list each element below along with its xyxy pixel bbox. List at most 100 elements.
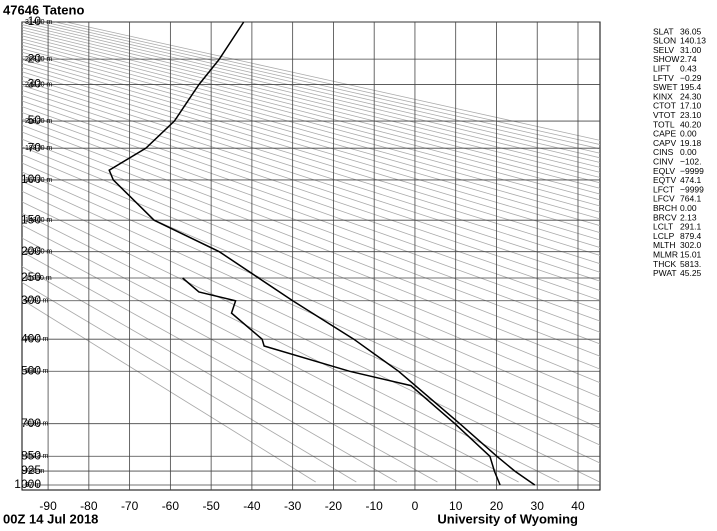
index-name: EQLV [653,166,675,176]
dry-adiabat [22,59,600,227]
height-label: 5910 m [25,368,49,375]
index-value: 195.4 [680,82,702,92]
index-value: 0.43 [680,63,697,73]
index-name: LFCT [653,184,674,194]
index-name: LIFT [653,63,670,73]
index-value: −0.29 [680,73,702,83]
height-label: 12550 m [25,249,52,256]
x-tick-label: 0 [412,499,419,513]
x-tick-label: -70 [121,499,139,513]
height-label: 3166 m [25,421,49,428]
y-tick-label: 10 [28,14,42,28]
y-tick-label: 70 [28,140,42,154]
index-name: LFTV [653,73,674,83]
dry-adiabat [22,38,600,189]
x-tick-label: -90 [39,499,57,513]
index-value: 31.00 [680,45,702,55]
index-value: 2.13 [680,212,697,222]
plot-frame [21,21,601,491]
y-tick-label: 700 [21,416,41,430]
dry-adiabat [55,22,600,145]
y-tick-label: 20 [28,51,42,65]
x-tick-label: 30 [531,499,545,513]
index-name: SLON [653,36,676,46]
y-tick-label: 200 [21,244,41,258]
x-tick-label: 40 [571,499,585,513]
x-tick-label: -20 [325,499,343,513]
index-name: LFCV [653,194,675,204]
index-value: 291.1 [680,222,702,232]
dry-adiabat [22,24,600,163]
y-tick-label: 400 [21,331,41,345]
height-label: 18870 m [25,145,52,152]
height-label: 26810 m [25,56,52,63]
index-value: 302.0 [680,240,702,250]
index-value: 140.13 [680,36,706,46]
height-label: 16770 m [25,177,52,184]
index-name: KINX [653,91,673,101]
index-value: 474.1 [680,175,702,185]
index-name: VTOT [653,110,676,120]
x-tick-label: -30 [284,499,302,513]
height-label: 14360 m [25,217,52,224]
footer-left: 00Z 14 Jul 2018 [3,511,98,526]
index-name: MLTH [653,240,676,250]
y-tick-label: 250 [21,270,41,284]
y-tick-label: 1000 [14,477,41,491]
height-label: 9780 m [25,298,49,305]
height-label: 31450 m [25,19,52,26]
height-label: 97 m [25,482,41,489]
y-tick-label: 50 [28,113,42,127]
y-tick-label: 850 [21,448,41,462]
dry-adiabat [33,22,600,154]
x-tick-label: -10 [366,499,384,513]
index-name: BRCV [653,212,677,222]
x-tick-label: 20 [490,499,504,513]
index-value: −102. [680,156,702,166]
height-label: 24170 m [25,81,52,88]
index-name: CINS [653,147,674,157]
index-name: BRCH [653,203,677,213]
y-tick-label: 100 [21,172,41,186]
height-label: 20920 m [25,118,52,125]
index-value: 5813. [680,259,701,269]
y-tick-label: 30 [28,77,42,91]
dry-adiabat [22,48,600,207]
index-name: LCLP [653,231,675,241]
x-tick-label: -80 [80,499,98,513]
dry-adiabat [65,22,600,141]
dry-adiabat [22,44,600,201]
index-value: −9999 [680,166,704,176]
dry-adiabat [22,22,600,159]
index-value: 0.00 [680,203,697,213]
index-value: 0.00 [680,147,697,157]
index-name: THCK [653,259,676,269]
dry-adiabat [22,299,316,483]
height-label: 786 m [25,468,45,475]
index-name: CAPV [653,138,676,148]
index-name: TOTL [653,119,675,129]
y-tick-label: 925 [21,463,41,477]
index-value: 17.10 [680,101,702,111]
dry-adiabat [22,32,600,178]
index-name: MLMR [653,249,678,259]
x-tick-label: -60 [162,499,180,513]
index-name: SELV [653,45,674,55]
index-value: 36.05 [680,26,702,36]
dry-adiabat [22,282,357,483]
index-value: 45.25 [680,268,702,278]
y-tick-label: 500 [21,363,41,377]
dry-adiabat [22,26,600,168]
profile-line [108,21,536,486]
index-value: 23.10 [680,110,702,120]
index-value: 0.00 [680,129,697,139]
index-value: 879.4 [680,231,702,241]
height-label: 7640 m [25,336,49,343]
index-name: SWET [653,82,678,92]
index-name: LCLT [653,222,673,232]
index-value: 2.74 [680,54,697,64]
x-tick-label: 10 [449,499,463,513]
index-name: PWAT [653,268,677,278]
footer-right: University of Wyoming [437,511,578,526]
height-label: 11050 m [25,275,52,282]
